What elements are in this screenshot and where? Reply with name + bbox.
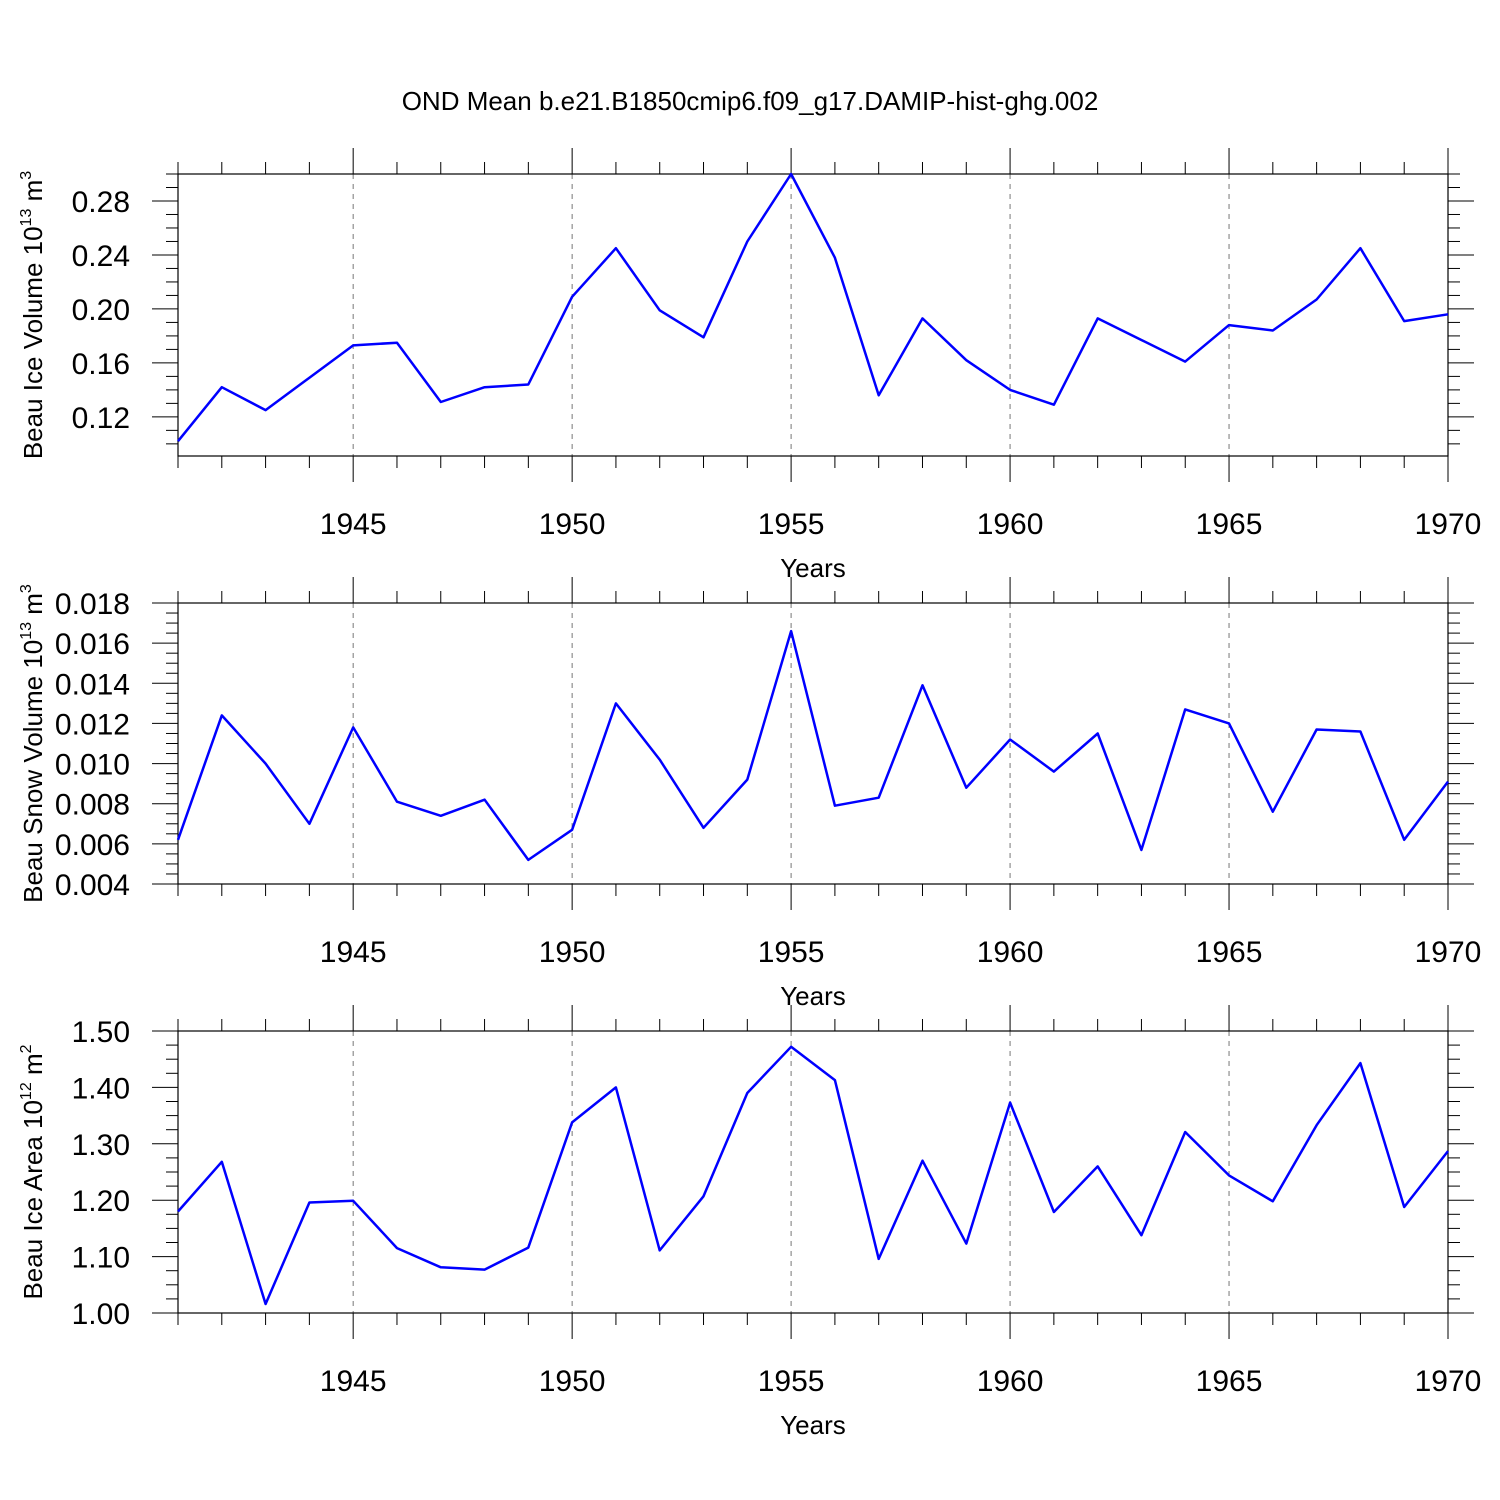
x-tick-label: 1950 [539,1365,606,1398]
x-tick-label: 1955 [758,936,825,969]
ice-volume-panel: 1945 1950 1955 1960 1965 1970 0.12 0.16 0.20 0.24… [18,148,1481,583]
plot-frame [177,1030,1449,1314]
x-tick-label: 1945 [320,508,387,541]
y-axis-label: Beau Ice Area 1012 m2 [18,1044,48,1299]
y-tick-label: 1.30 [72,1129,130,1162]
plot-frame [177,602,1449,885]
x-axis-label: Years [780,1410,846,1440]
y-tick-label: 0.20 [72,294,130,327]
x-axis-label: Years [780,553,846,583]
y-tick-label: 1.00 [72,1298,130,1331]
x-tick-label: 1945 [320,936,387,969]
x-tick-label: 1970 [1415,508,1482,541]
x-tick-label: 1950 [539,936,606,969]
x-tick-label: 1965 [1196,1365,1263,1398]
y-tick-label: 0.24 [72,240,130,273]
x-tick-label: 1970 [1415,1365,1482,1398]
y-tick-label: 0.016 [55,628,130,661]
y-tick-label: 0.004 [55,869,130,902]
y-tick-label: 0.012 [55,708,130,741]
series-line [177,1045,1449,1306]
y-tick-label: 1.20 [72,1185,130,1218]
y-tick-label: 0.018 [55,588,130,621]
x-tick-label: 1965 [1196,936,1263,969]
series-line [177,172,1449,442]
y-tick-label: 0.006 [55,829,130,862]
x-tick-label: 1950 [539,508,606,541]
y-tick-label: 0.010 [55,749,130,782]
y-axis-label: Beau Ice Volume 1013 m3 [18,171,48,459]
x-tick-label: 1955 [758,1365,825,1398]
x-axis-label: Years [780,981,846,1011]
y-tick-label: 0.16 [72,348,130,381]
x-tick-label: 1955 [758,508,825,541]
y-tick-label: 1.10 [72,1242,130,1275]
x-tick-label: 1960 [977,1365,1044,1398]
y-tick-label: 0.28 [72,186,130,219]
x-tick-label: 1960 [977,508,1044,541]
x-tick-label: 1945 [320,1365,387,1398]
x-tick-label: 1965 [1196,508,1263,541]
x-tick-label: 1960 [977,936,1044,969]
y-tick-label: 0.008 [55,789,130,822]
ice-area-panel: 1945 1950 1955 1960 1965 1970 1.00 1.10 1.20 1.30… [18,1005,1481,1440]
x-tick-label: 1970 [1415,936,1482,969]
y-tick-label: 1.50 [72,1016,130,1049]
y-axis-label: Beau Snow Volume 1013 m3 [18,584,48,903]
figure-title: OND Mean b.e21.B1850cmip6.f09_g17.DAMIP-… [402,86,1099,116]
series-line [176,629,1449,862]
y-tick-label: 0.12 [72,402,130,435]
snow-volume-panel: 1945 1950 1955 1960 1965 1970 0.004 0.006 0.008 0… [18,577,1481,1011]
y-tick-label: 0.014 [55,668,130,701]
y-tick-label: 1.40 [72,1072,130,1105]
